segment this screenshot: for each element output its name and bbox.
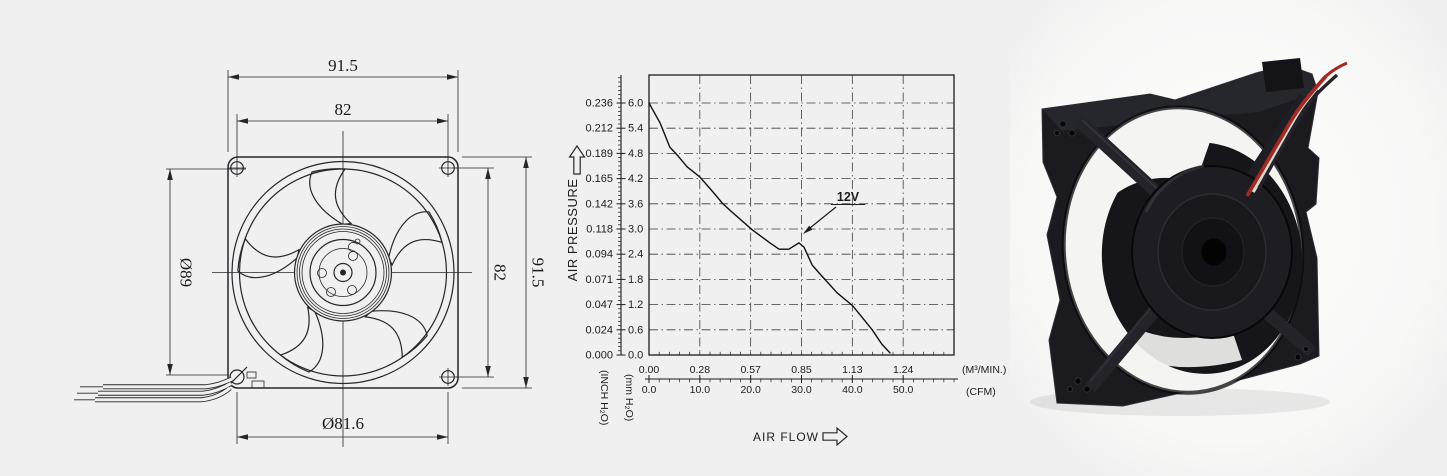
wire-tubes [95,376,234,403]
axis-titles: AIR PRESSURE AIR FLOW [565,144,848,447]
y-tick-label-mm: 3.0 [628,224,643,236]
y-tick-label-mm: 4.2 [628,173,643,185]
voltage-label: 12V [837,190,860,204]
dimension-impeller-diameter: Ø81.6 [236,392,449,444]
dim-label-outer-width: 91.5 [328,56,358,75]
wire-red [1245,74,1328,197]
dim-label-hole-pitch-horizontal: 82 [335,100,352,119]
y-tick-label-inch: 0.212 [585,123,613,135]
dim-label-hole-pitch-vertical: 82 [491,264,510,281]
x-tick-label-cfm: 10.0 [690,384,711,396]
y-tick-label-inch: 0.142 [585,198,613,210]
x-tick-label-m3min: 1.24 [893,364,914,376]
x-tick-label-cfm: 20.0 [740,384,761,396]
y-tick-label-inch: 0.236 [585,98,613,110]
corner-screw-holes [1054,120,1310,393]
y-tick-label-mm: 0.0 [628,350,643,362]
mounting-hole-bottom-right [439,368,457,386]
x-tick-label-cfm: 50.0 [893,384,914,396]
y-tick-label-inch: 0.189 [585,148,613,160]
mounting-hole-top-left [228,159,246,177]
shaft-hole [1201,238,1227,266]
fan-product-photo [1010,0,1447,476]
performance-curve [648,102,891,354]
fan-hub-photo [1131,164,1293,339]
x-tick-label-m3min: 1.13 [842,364,863,376]
y-tick-label-inch: 0.165 [585,173,613,185]
impeller-blades [233,168,445,377]
dim-label-impeller-diameter: Ø81.6 [322,414,364,433]
y-axis: 0.236 6.0 0.212 5.4 0.189 4.8 0.165 4.2 0.142 3.6… [585,75,643,425]
x-tick-label-m3min: 0.00 [639,364,660,376]
air-flow-direction-arrow-icon [822,426,848,447]
curve-12v [648,102,891,354]
dimension-outer-width: 91.5 [227,56,459,152]
lead-wires [74,371,265,403]
mounting-hole-top-right [439,159,457,177]
air-pressure-direction-arrow-icon [568,144,586,175]
x-tick-label-m3min: 0.57 [740,364,761,376]
y-unit-label-inch: (INCH H₂O) [598,370,610,425]
dimension-hole-pitch-horizontal: 82 [236,100,449,160]
x-unit-label-cfm: (CFM) [966,386,996,398]
y-tick-label-mm: 1.2 [628,299,643,311]
y-unit-label-mm: (mm H₂O) [623,374,635,421]
y-tick-label-inch: 0.047 [585,299,613,311]
fan-performance-chart: 0.236 6.0 0.212 5.4 0.189 4.8 0.165 4.2 0.142 3.6… [565,74,1007,447]
y-tick-label-mm: 1.8 [628,274,643,286]
fan-dimension-drawing: 91.5 82 Ø89 82 [74,56,548,447]
x-tick-label-cfm: 40.0 [842,384,863,396]
y-tick-label-inch: 0.071 [585,274,613,286]
x-axis: 0.00 0.0 0.28 10.0 0.57 20.0 0.85 30.0 1.13 40.0 1… [639,364,1007,398]
wire-black [1257,73,1339,189]
annotation-arrowhead [803,225,813,234]
y-tick-label-mm: 3.6 [628,198,643,210]
hub-center [340,269,346,276]
x-tick-label-m3min: 0.85 [791,364,812,376]
y-tick-label-inch: 0.094 [585,249,613,261]
strain-relief [246,371,265,389]
y-tick-label-mm: 4.8 [628,148,643,160]
frame-top-facet [1042,65,1318,131]
opening-rim [1061,105,1305,395]
dimension-venturi-diameter: Ø89 [166,168,246,376]
y-tick-label-inch: 0.000 [585,350,613,362]
dim-label-venturi-diameter: Ø89 [177,258,196,287]
y-axis-title: AIR PRESSURE [565,179,580,282]
x-unit-label-m3min: (M³/MIN.) [962,364,1006,376]
y-tick-label-mm: 5.4 [628,123,643,135]
fan-hub [293,223,393,322]
voltage-annotation: 12V [803,190,865,234]
y-tick-label-inch: 0.118 [586,224,613,236]
y-tick-label-mm: 0.6 [628,324,643,336]
y-tick-label-mm: 2.4 [628,249,643,261]
dimension-hole-pitch-vertical: 82 [456,167,510,378]
lead-wires-photo [1245,58,1348,197]
x-tick-label-m3min: 0.28 [690,364,711,376]
chart-grid [648,74,955,356]
x-axis-title: AIR FLOW [753,430,819,444]
dimension-outer-height: 91.5 [462,156,548,389]
y-tick-label-mm: 6.0 [628,98,643,110]
dim-label-outer-height: 91.5 [529,258,548,288]
wire-connector [1262,58,1304,92]
hub-highlight [1144,164,1205,213]
x-tick-label-cfm: 0.0 [642,384,657,396]
wire-tips [74,386,103,401]
y-tick-label-inch: 0.024 [585,324,613,336]
x-tick-label-cfm: 30.0 [791,384,812,396]
